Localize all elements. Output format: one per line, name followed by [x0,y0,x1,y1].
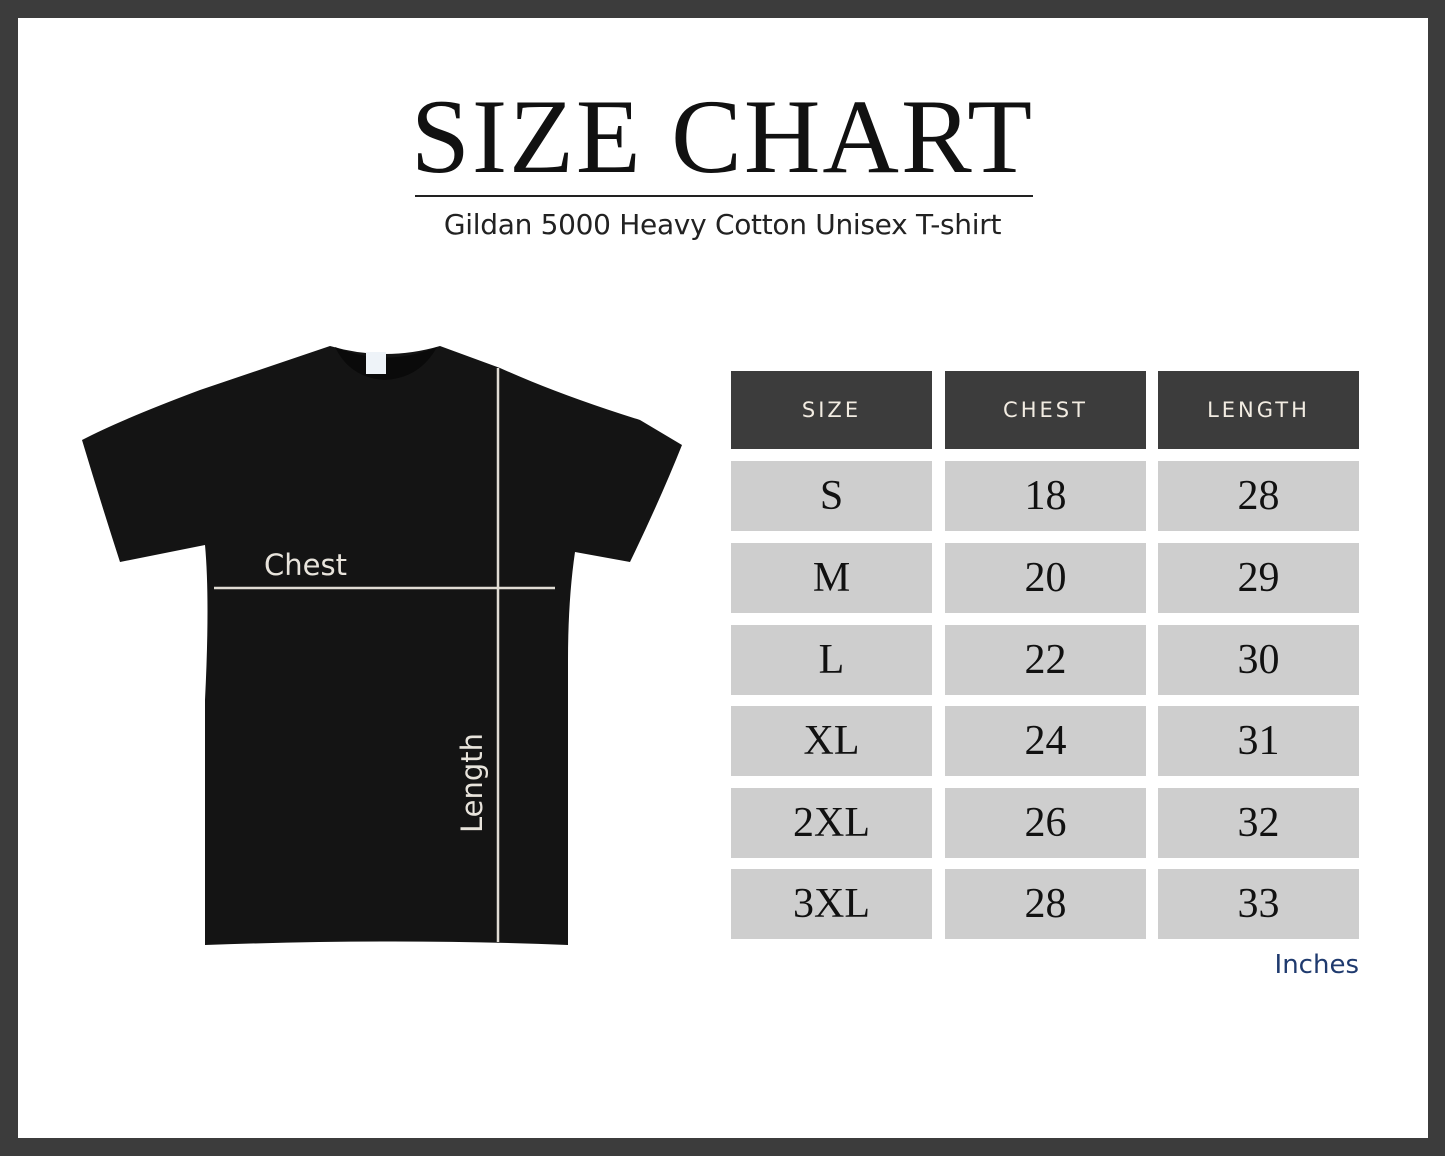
title-divider [415,195,1033,197]
tshirt-image [82,346,682,945]
cell-chest: 20 [945,543,1146,613]
cell-chest: 22 [945,625,1146,695]
header-length: LENGTH [1158,371,1359,449]
cell-length: 30 [1158,625,1359,695]
cell-size: XL [731,706,932,776]
page-title: SIZE CHART [410,78,1035,195]
header-size: SIZE [731,371,932,449]
header-chest: CHEST [945,371,1146,449]
units-label: Inches [1274,950,1359,980]
cell-length: 33 [1158,869,1359,939]
cell-size: S [731,461,932,531]
cell-size: 3XL [731,869,932,939]
cell-chest: 28 [945,869,1146,939]
product-subtitle: Gildan 5000 Heavy Cotton Unisex T-shirt [443,208,1002,241]
cell-size: 2XL [731,788,932,858]
cell-length: 28 [1158,461,1359,531]
cell-length: 32 [1158,788,1359,858]
cell-length: 31 [1158,706,1359,776]
cell-chest: 26 [945,788,1146,858]
cell-size: L [731,625,932,695]
chest-label: Chest [264,548,347,582]
cell-length: 29 [1158,543,1359,613]
length-label: Length [455,732,489,834]
cell-chest: 18 [945,461,1146,531]
tshirt-shape [82,346,682,945]
cell-chest: 24 [945,706,1146,776]
cell-size: M [731,543,932,613]
tag [366,352,386,374]
